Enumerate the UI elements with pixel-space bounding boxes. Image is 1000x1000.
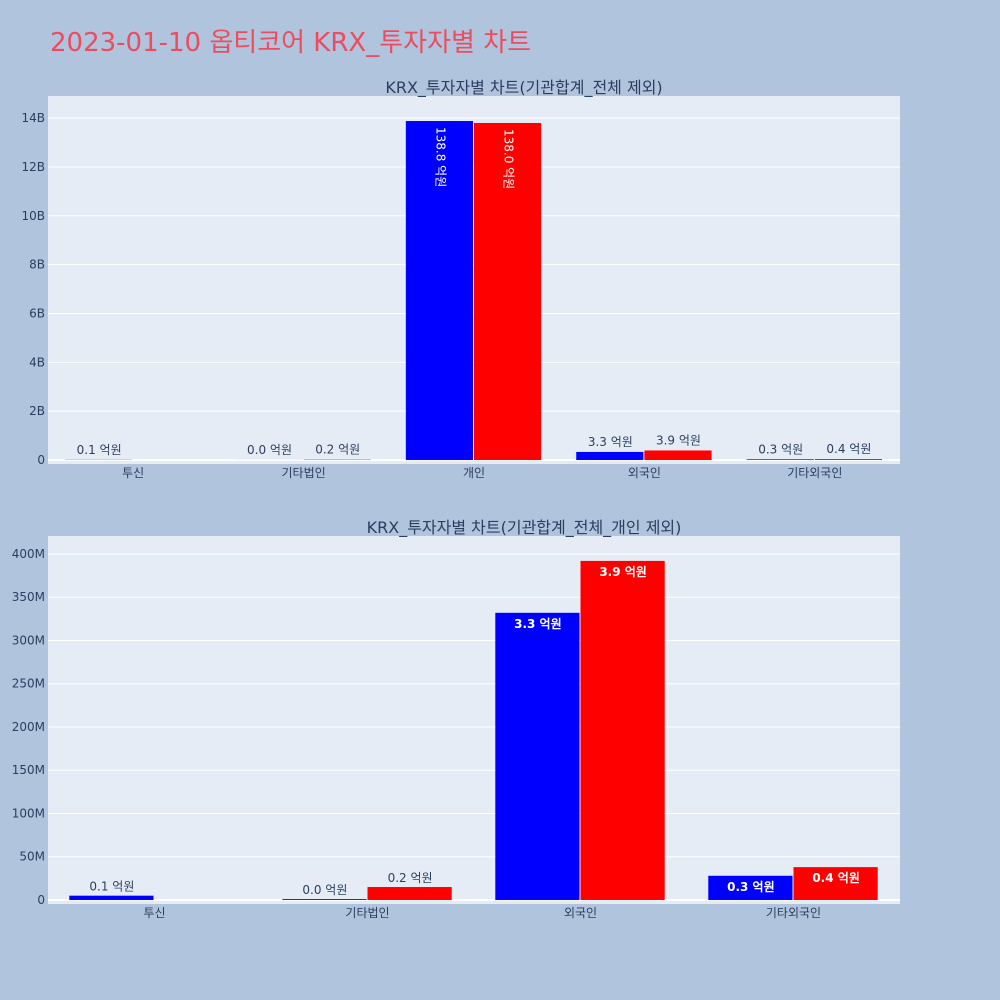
chart2-bar [69,895,154,900]
chart1-ytick-label: 6B [29,306,45,320]
chart1-ytick-label: 4B [29,355,45,369]
chart2-data-label: 0.4 억원 [812,871,860,885]
chart1-xtick-label: 기타법인 [282,466,326,480]
chart2-ytick-label: 350M [12,590,45,604]
chart1-data-label: 3.3 억원 [588,435,633,449]
chart2-data-label: 0.3 억원 [727,880,775,894]
main-title: 2023-01-10 옵티코어 KRX_투자자별 차트 [50,28,532,58]
chart2-ytick-label: 400M [12,547,45,561]
chart1-ytick-label: 8B [29,258,45,272]
chart1-ytick-label: 2B [29,404,45,418]
chart2-ytick-label: 300M [12,633,45,647]
chart1-ytick-label: 14B [21,111,45,125]
chart2-bar [495,612,580,900]
chart1-ytick-label: 0 [37,453,45,467]
chart2-xtick-label: 기타법인 [345,906,389,920]
chart2-ytick-label: 0 [37,893,45,907]
chart1-bar [474,122,542,461]
chart1-bar [814,459,882,460]
chart1-title: KRX_투자자별 차트(기관합계_전체 제외) [385,78,662,98]
chart2-plot-area [48,536,900,904]
chart2-xtick-label: 기타외국인 [766,906,821,920]
chart1-data-label: 0.4 억원 [826,442,871,456]
chart1-xtick-label: 투신 [122,466,144,480]
chart1-bar [644,450,712,460]
chart1-data-label: 0.3 억원 [758,442,803,456]
chart2-ytick-label: 100M [12,806,45,820]
chart2-bar [367,887,452,900]
chart2-title: KRX_투자자별 차트(기관합계_전체_개인 제외) [367,518,682,538]
chart1-bar [746,459,814,460]
chart1-ytick-label: 12B [21,160,45,174]
chart2-bar [282,899,367,900]
chart2-bar [580,560,665,900]
chart2-bar [708,875,793,900]
chart2-data-label: 0.0 억원 [302,883,347,897]
chart1-data-label: 3.9 억원 [656,433,701,447]
chart2-data-label: 0.1 억원 [89,880,134,894]
chart1-data-label: 0.1 억원 [77,443,122,457]
chart1-xtick-label: 기타외국인 [787,466,842,480]
chart1-xtick-label: 외국인 [628,466,661,480]
chart2-ytick-label: 50M [19,850,45,864]
chart1-data-label: 138.8 억원 [433,127,447,187]
chart1-bar [576,451,644,460]
chart2-data-label: 0.2 억원 [388,871,433,885]
chart2-bar [793,867,878,900]
chart2-ytick-label: 200M [12,720,45,734]
chart1-data-label: 0.2 억원 [315,443,360,457]
chart2-xtick-label: 투신 [143,906,165,920]
chart1-xtick-label: 개인 [463,466,485,480]
chart1-data-label: 0.0 억원 [247,443,292,457]
chart1-data-label: 138.0 억원 [502,129,516,189]
chart2-data-label: 3.9 억원 [599,565,647,579]
chart1-bar [405,121,473,460]
chart2-ytick-label: 150M [12,763,45,777]
chart2-xtick-label: 외국인 [564,906,597,920]
chart2-ytick-label: 250M [12,677,45,691]
chart2-data-label: 3.3 억원 [514,617,562,631]
chart1-ytick-label: 10B [21,209,45,223]
